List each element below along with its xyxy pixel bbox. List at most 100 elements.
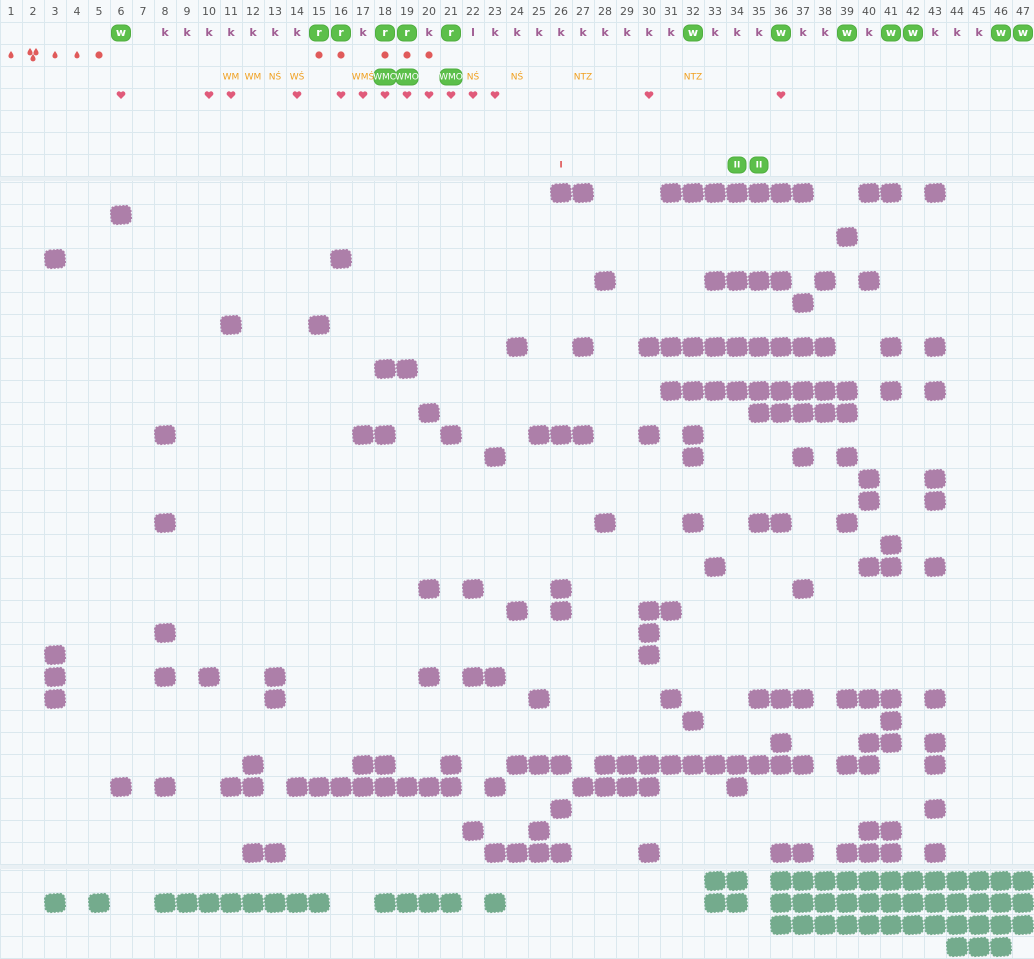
green-block	[835, 892, 859, 914]
column-number: 46	[994, 5, 1008, 18]
purple-block	[307, 314, 331, 336]
column-number: 36	[774, 5, 788, 18]
day-letter: k	[601, 26, 609, 39]
green-block	[967, 914, 991, 936]
purple-block	[263, 842, 287, 864]
purple-block	[571, 182, 595, 204]
purple-block	[241, 754, 265, 776]
column-number: 20	[422, 5, 436, 18]
purple-block	[659, 380, 683, 402]
heart	[226, 91, 236, 99]
purple-block	[681, 380, 705, 402]
purple-block	[241, 776, 265, 798]
day-letter: k	[183, 26, 191, 39]
green-block	[703, 892, 727, 914]
purple-block	[681, 512, 705, 534]
day-letter: k	[227, 26, 235, 39]
purple-block	[373, 424, 397, 446]
marker-dot	[381, 51, 389, 59]
purple-block	[923, 732, 947, 754]
letter-badge	[309, 24, 329, 42]
green-block	[879, 892, 903, 914]
tick-badge	[727, 156, 747, 174]
letter-badge	[837, 24, 857, 42]
purple-block	[813, 336, 837, 358]
purple-block	[769, 842, 793, 864]
green-block	[725, 892, 749, 914]
green-block	[989, 892, 1013, 914]
green-block	[87, 892, 111, 914]
green-block	[813, 892, 837, 914]
purple-block	[659, 336, 683, 358]
purple-block	[703, 270, 727, 292]
column-number: 8	[162, 5, 169, 18]
letter-badge	[771, 24, 791, 42]
purple-block	[373, 776, 397, 798]
purple-block	[725, 754, 749, 776]
green-block	[439, 892, 463, 914]
green-block	[769, 914, 793, 936]
purple-block	[747, 380, 771, 402]
purple-block	[659, 688, 683, 710]
column-number: 17	[356, 5, 370, 18]
code-label: WM	[223, 73, 240, 83]
purple-block	[857, 732, 881, 754]
code-label: NŚ	[269, 71, 282, 83]
day-letter: r	[338, 26, 344, 39]
green-block	[703, 870, 727, 892]
purple-block	[879, 182, 903, 204]
purple-block	[681, 182, 705, 204]
purple-block	[857, 842, 881, 864]
column-number: 6	[118, 5, 125, 18]
column-number: 41	[884, 5, 898, 18]
green-block	[43, 892, 67, 914]
marker-drop	[52, 51, 58, 59]
purple-block	[791, 402, 815, 424]
purple-block	[549, 600, 573, 622]
purple-block	[791, 578, 815, 600]
purple-block	[153, 512, 177, 534]
green-block	[725, 870, 749, 892]
green-block	[813, 870, 837, 892]
tick-label: II	[734, 161, 741, 171]
purple-block	[593, 270, 617, 292]
purple-block	[813, 270, 837, 292]
purple-block	[923, 798, 947, 820]
green-block	[417, 892, 441, 914]
purple-block	[923, 336, 947, 358]
purple-block	[637, 336, 661, 358]
purple-block	[747, 512, 771, 534]
purple-block	[769, 336, 793, 358]
purple-block	[615, 754, 639, 776]
purple-block	[681, 446, 705, 468]
purple-block	[857, 556, 881, 578]
day-letter: k	[821, 26, 829, 39]
purple-block	[637, 842, 661, 864]
purple-block	[43, 666, 67, 688]
purple-block	[835, 688, 859, 710]
purple-block	[615, 776, 639, 798]
column-number: 1	[8, 5, 15, 18]
purple-block	[637, 622, 661, 644]
column-number: 13	[268, 5, 282, 18]
purple-block	[483, 842, 507, 864]
purple-block	[791, 754, 815, 776]
purple-block	[857, 270, 881, 292]
day-letter: k	[975, 26, 983, 39]
purple-block	[747, 182, 771, 204]
purple-block	[725, 776, 749, 798]
purple-block	[351, 754, 375, 776]
purple-block	[769, 380, 793, 402]
day-letter: r	[404, 26, 410, 39]
column-number: 28	[598, 5, 612, 18]
purple-block	[43, 688, 67, 710]
letter-badge	[331, 24, 351, 42]
purple-block	[879, 336, 903, 358]
heart	[490, 91, 500, 99]
column-number: 22	[466, 5, 480, 18]
code-label: NŚ	[511, 71, 524, 83]
purple-block	[813, 402, 837, 424]
purple-block	[593, 776, 617, 798]
day-letter: k	[359, 26, 367, 39]
